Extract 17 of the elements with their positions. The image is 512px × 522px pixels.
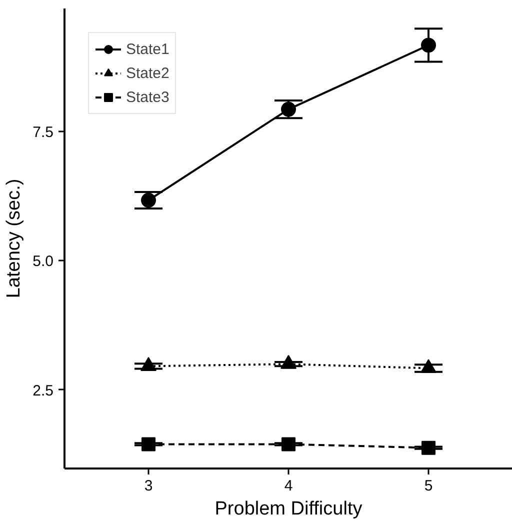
x-tick-label: 5 <box>424 478 433 494</box>
y-tick-label: 7.5 <box>32 124 54 142</box>
point <box>142 437 156 452</box>
x-tick-label: 4 <box>284 478 293 494</box>
y-tick-label: 2.5 <box>32 382 54 400</box>
y-axis-title: Latency (sec.) <box>4 178 25 298</box>
y-tick-label: 5.0 <box>32 253 54 270</box>
point <box>282 437 296 452</box>
point <box>421 38 436 53</box>
x-tick-label: 3 <box>144 478 153 494</box>
legend-label: State2 <box>126 64 170 82</box>
point <box>422 440 436 455</box>
x-axis-title: Problem Difficulty <box>214 498 363 520</box>
point <box>141 192 156 208</box>
legend-label: State1 <box>126 40 170 58</box>
point <box>281 102 296 117</box>
legend-label: State3 <box>126 88 170 106</box>
